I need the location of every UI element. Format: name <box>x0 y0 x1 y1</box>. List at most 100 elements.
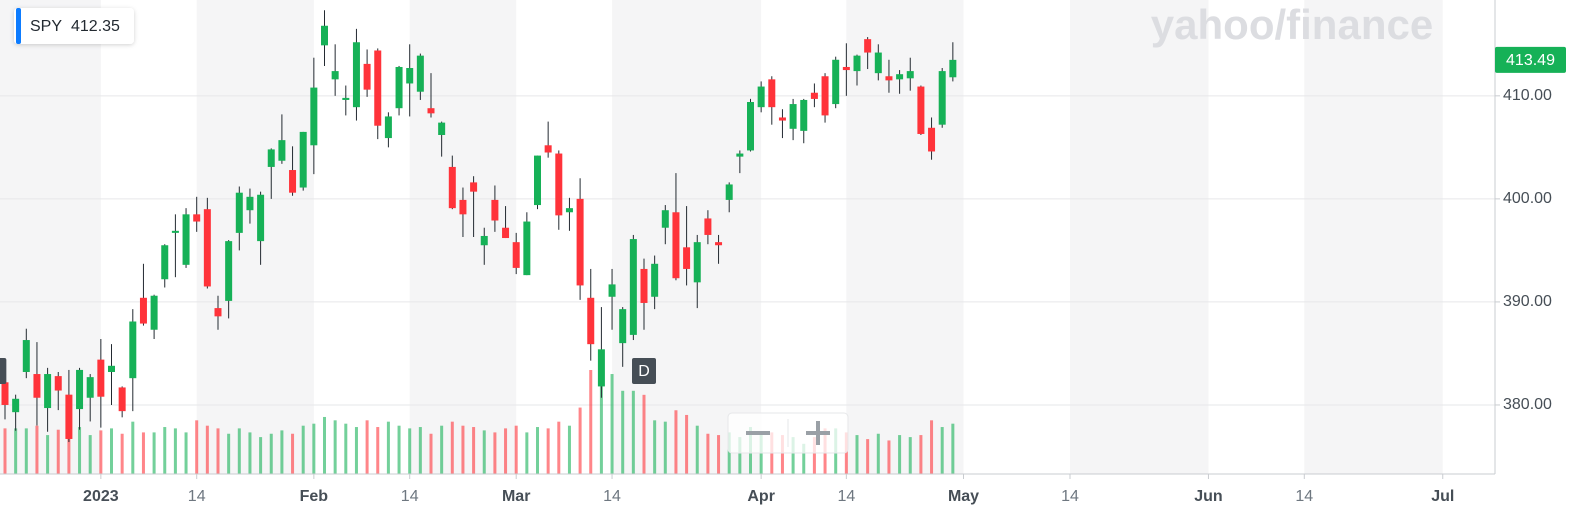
candle-body <box>54 376 62 391</box>
candle-body <box>565 208 573 213</box>
zoom-in-button[interactable] <box>790 415 846 451</box>
volume-bar <box>919 435 923 474</box>
volume-bar <box>802 443 806 474</box>
volume-bar <box>227 433 231 474</box>
volume-bar <box>429 433 433 474</box>
candle-body <box>928 127 936 152</box>
volume-bar <box>269 433 273 474</box>
candle-body <box>267 149 275 167</box>
candle-body <box>885 76 893 81</box>
volume-bar <box>418 427 422 474</box>
candle-body <box>874 52 882 74</box>
candle-body <box>86 377 94 398</box>
volume-bar <box>812 437 816 474</box>
volume-bar <box>482 430 486 474</box>
y-tick-label: 410.00 <box>1503 87 1552 104</box>
candle-body <box>661 210 669 228</box>
volume-bar <box>876 433 880 474</box>
volume-bar <box>78 427 82 474</box>
candle-body <box>235 192 243 233</box>
candle-body <box>683 247 691 269</box>
candle-body <box>502 227 510 239</box>
candle-body <box>842 66 850 71</box>
candle-body <box>512 242 520 268</box>
volume-bar <box>312 423 316 474</box>
volume-bar <box>120 433 124 474</box>
volume-bar <box>695 425 699 474</box>
candle-body <box>171 230 179 233</box>
volume-bar <box>323 416 326 474</box>
volume-bar <box>791 437 795 474</box>
volume-bar <box>866 439 870 474</box>
volume-bar <box>35 425 39 474</box>
x-tick-label: Jul <box>1431 488 1454 505</box>
volume-bar <box>216 428 220 474</box>
y-tick-label: 400.00 <box>1503 190 1552 207</box>
candle-body <box>374 50 382 126</box>
zoom-out-button[interactable] <box>730 415 786 451</box>
week-band <box>846 0 964 474</box>
candle-body <box>789 104 797 129</box>
volume-bar <box>727 432 731 474</box>
candle-body <box>597 349 605 387</box>
candle-body <box>161 245 169 280</box>
volume-bar <box>67 435 71 474</box>
candle-body <box>448 166 456 209</box>
volume-bar <box>472 427 476 474</box>
candles <box>1 10 957 443</box>
volume-bar <box>653 420 657 474</box>
volume-bar <box>248 432 252 474</box>
volume-bar <box>408 428 412 474</box>
candle-body <box>853 55 861 72</box>
candle-body <box>246 196 254 211</box>
x-tick-label: Jun <box>1194 488 1222 505</box>
candle-body <box>289 170 297 193</box>
candle-body <box>864 39 872 53</box>
price: 412.35 <box>71 18 120 35</box>
volume-bar <box>578 407 582 474</box>
volume-bar <box>152 432 156 474</box>
volume-bar <box>663 421 667 474</box>
candle-body <box>406 68 414 84</box>
candle-body <box>629 239 637 335</box>
x-tick-label: 14 <box>603 488 621 505</box>
candle-body <box>384 116 392 139</box>
volume-bar <box>844 432 848 474</box>
volume-bar <box>354 427 358 474</box>
candle-body <box>523 221 531 276</box>
volume-bar <box>333 420 337 474</box>
x-tick-label: Feb <box>300 488 329 505</box>
candle-body <box>555 153 563 216</box>
candle-body <box>44 374 52 409</box>
candle-body <box>480 235 488 246</box>
candle-body <box>257 194 265 242</box>
volume-bar <box>386 421 390 474</box>
volume-bar <box>3 428 7 474</box>
volume-bar <box>631 390 635 474</box>
volume-bar <box>440 425 444 474</box>
candle-body <box>22 340 30 372</box>
x-tick-label: 14 <box>837 488 855 505</box>
candle-body <box>459 199 467 215</box>
candle-body <box>12 398 20 413</box>
candle-body <box>747 102 754 151</box>
volume-bar <box>450 421 454 474</box>
candle-body <box>906 71 914 79</box>
x-tick-label: 14 <box>188 488 206 505</box>
candle-body <box>821 76 829 116</box>
candle-body <box>736 153 744 157</box>
volume-bar <box>610 374 614 474</box>
volume-bar <box>205 425 209 474</box>
volume-bar <box>301 425 305 474</box>
axes: 380.00 390.00 400.00 410.00 2023 14 Feb 14 Mar 14… <box>83 87 1552 505</box>
volume-bar <box>887 440 891 474</box>
candle-body <box>608 284 616 297</box>
candle-body <box>214 308 222 317</box>
symbol-badge[interactable] <box>14 8 134 44</box>
candle-body <box>65 394 73 439</box>
week-band <box>196 0 314 474</box>
candle-body <box>1 382 9 405</box>
volume-bar <box>855 435 859 474</box>
volume-bar <box>46 435 50 474</box>
event-label: D <box>638 363 650 380</box>
